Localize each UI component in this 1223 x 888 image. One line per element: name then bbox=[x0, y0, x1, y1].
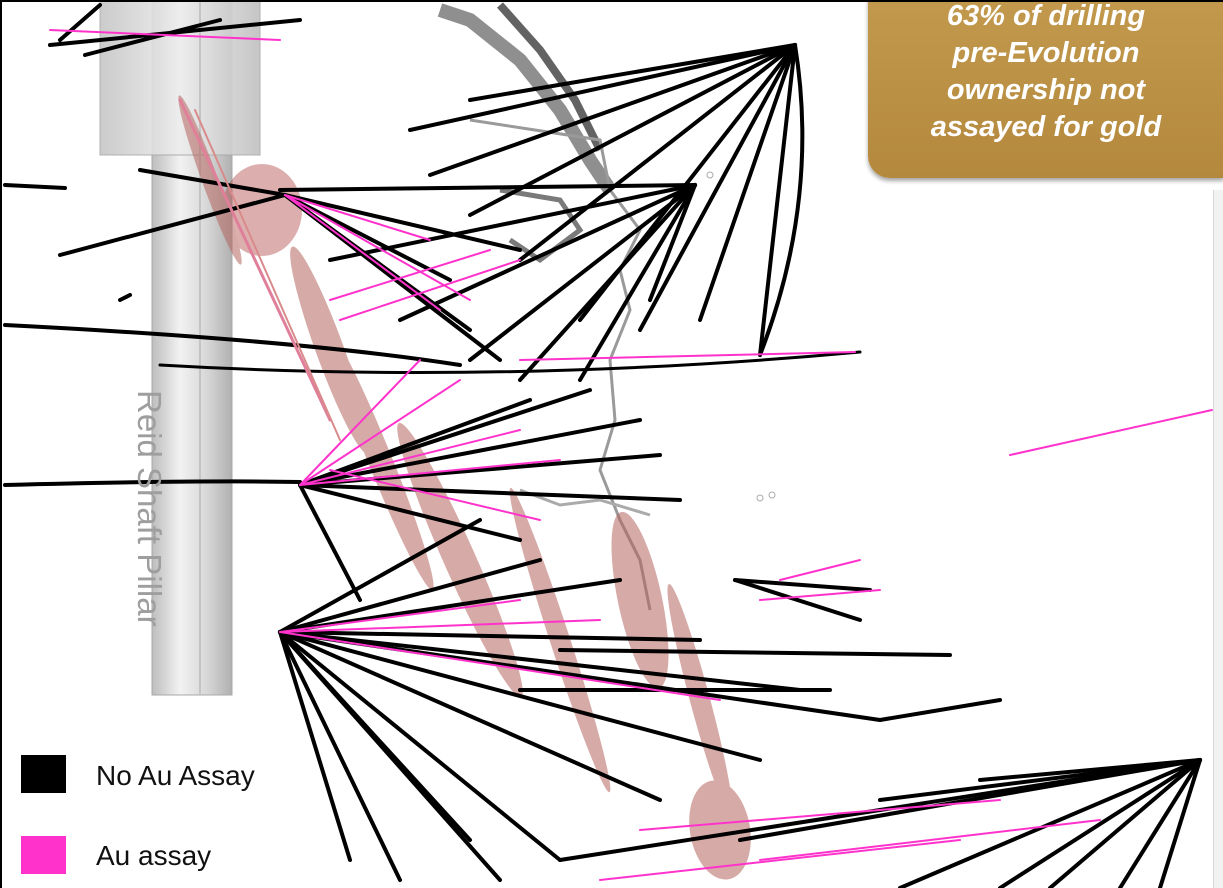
survey-points bbox=[706, 171, 776, 502]
legend-label-au-assay: Au assay bbox=[96, 840, 212, 871]
legend-swatch-au-assay bbox=[21, 836, 66, 874]
frame-border-left bbox=[0, 0, 2, 888]
callout-box: 63% of drilling pre-Evolution ownership … bbox=[868, 0, 1223, 178]
frame-border-top bbox=[0, 0, 1223, 2]
legend-swatch-no-assay bbox=[21, 755, 66, 793]
pillar-label: Reid Shaft Pillar bbox=[131, 390, 168, 627]
drillholes-au-assay bbox=[49, 29, 1213, 881]
scrollbar[interactable] bbox=[1213, 190, 1223, 888]
legend-label-no-assay: No Au Assay bbox=[96, 760, 255, 791]
callout-text: 63% of drilling pre-Evolution ownership … bbox=[930, 0, 1162, 143]
